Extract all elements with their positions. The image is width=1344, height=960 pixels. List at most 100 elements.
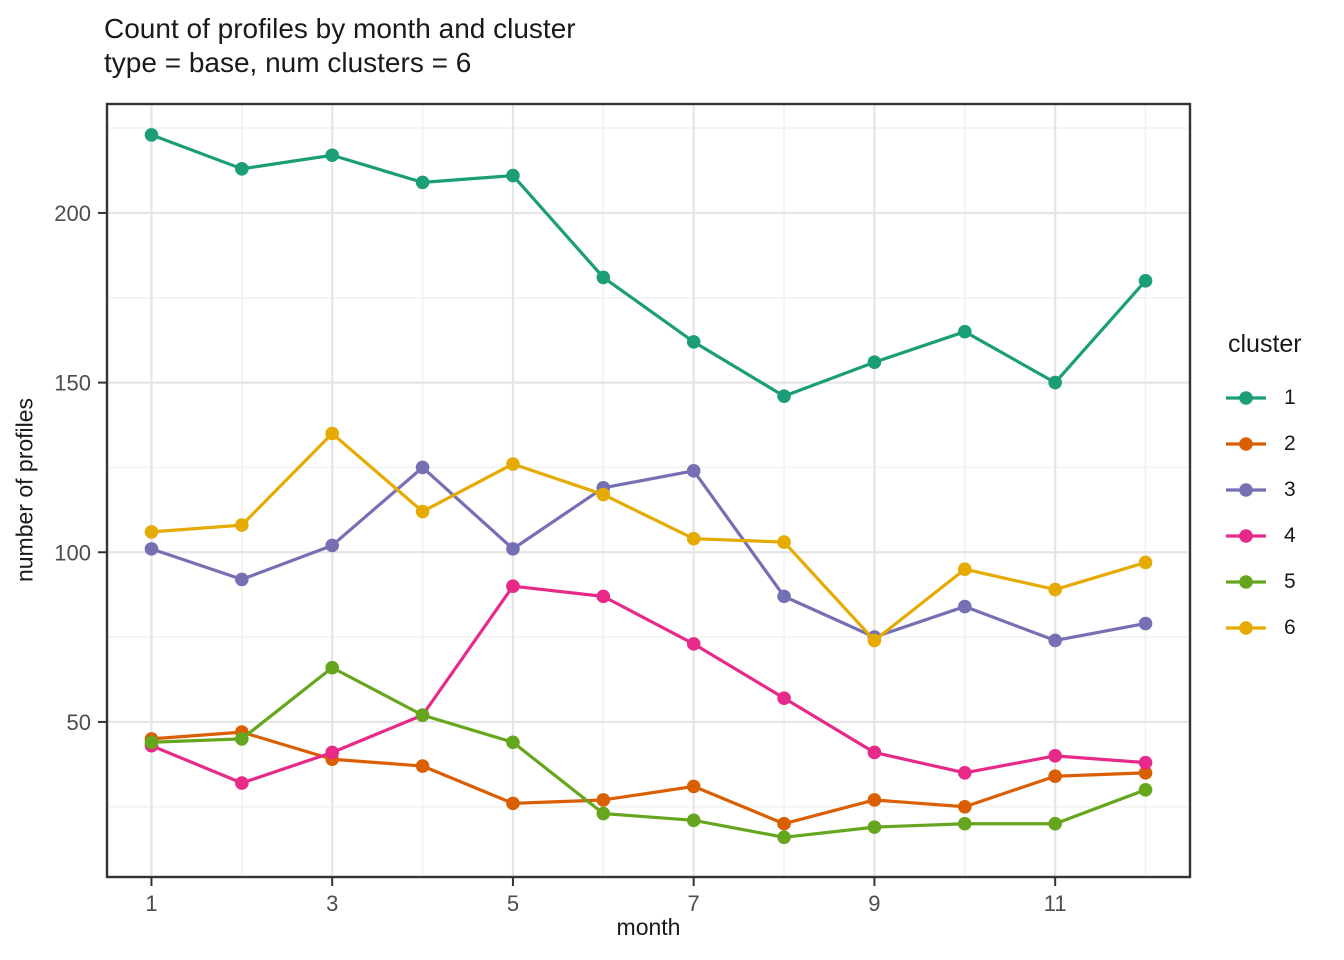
data-point-cluster-5-month-4 <box>415 708 430 722</box>
data-point-cluster-3-month-2 <box>235 572 249 587</box>
y-axis-title: number of profiles <box>11 397 38 583</box>
data-point-cluster-2-month-5 <box>506 796 520 811</box>
legend-item-cluster-1: 1 <box>1224 375 1302 421</box>
data-point-cluster-1-month-6 <box>596 270 611 285</box>
data-point-cluster-4-month-9 <box>867 745 882 760</box>
data-point-cluster-6-month-7 <box>686 531 701 546</box>
data-point-cluster-5-month-1 <box>144 735 159 750</box>
legend-label-cluster-3: 3 <box>1284 478 1296 501</box>
data-point-cluster-6-month-4 <box>415 504 430 519</box>
y-tick-label: 200 <box>54 201 91 226</box>
data-point-cluster-1-month-4 <box>415 175 430 190</box>
data-point-cluster-6-month-3 <box>325 426 340 441</box>
legend-key-cluster-2 <box>1226 437 1266 451</box>
data-point-cluster-6-month-10 <box>957 562 972 577</box>
data-point-cluster-5-month-7 <box>686 813 701 828</box>
data-point-cluster-1-month-10 <box>957 324 972 339</box>
data-point-cluster-1-month-1 <box>144 128 159 142</box>
data-point-cluster-2-month-9 <box>867 793 882 807</box>
legend-item-cluster-5: 5 <box>1224 559 1302 605</box>
data-point-cluster-5-month-9 <box>867 820 882 834</box>
data-point-cluster-3-month-8 <box>777 589 791 604</box>
chart-subtitle: type = base, num clusters = 6 <box>104 47 472 78</box>
data-point-cluster-4-month-12 <box>1138 755 1153 770</box>
data-point-cluster-6-month-12 <box>1138 555 1153 570</box>
legend-label-cluster-1: 1 <box>1284 386 1296 409</box>
data-point-cluster-3-month-4 <box>415 460 430 475</box>
data-point-cluster-3-month-3 <box>325 538 340 553</box>
legend-item-cluster-2: 2 <box>1224 421 1302 467</box>
data-point-cluster-4-month-5 <box>506 579 520 593</box>
data-point-cluster-4-month-3 <box>325 745 340 760</box>
data-point-cluster-3-month-11 <box>1048 633 1062 648</box>
series-line-cluster-2 <box>151 730 1146 826</box>
x-axis-title: month <box>616 914 681 940</box>
legend: cluster 1 2 3 4 5 6 <box>1224 330 1302 651</box>
data-point-cluster-1-month-7 <box>686 335 701 349</box>
data-point-cluster-2-month-6 <box>596 793 611 807</box>
data-point-cluster-6-month-11 <box>1048 582 1062 597</box>
data-point-cluster-1-month-9 <box>867 355 882 370</box>
series-cluster-6 <box>144 426 1153 648</box>
legend-item-cluster-4: 4 <box>1224 513 1302 559</box>
chart-title: Count of profiles by month and cluster <box>104 13 576 44</box>
data-point-cluster-5-month-8 <box>777 830 791 845</box>
data-point-cluster-1-month-3 <box>325 148 340 163</box>
data-point-cluster-5-month-5 <box>506 735 520 750</box>
data-point-cluster-3-month-5 <box>506 542 520 556</box>
x-tick-label: 9 <box>868 891 880 916</box>
panel-border <box>105 102 1192 879</box>
panel-background <box>107 104 1190 877</box>
data-point-cluster-3-month-7 <box>686 464 701 478</box>
legend-key-cluster-3 <box>1226 483 1266 497</box>
y-tick-label: 150 <box>54 371 91 396</box>
legend-title: cluster <box>1228 330 1302 358</box>
x-tick-label: 11 <box>1044 891 1067 916</box>
x-tick-label: 7 <box>688 891 700 916</box>
legend-item-cluster-3: 3 <box>1224 467 1302 513</box>
data-point-cluster-5-month-3 <box>325 660 340 675</box>
legend-key-cluster-6 <box>1226 621 1266 635</box>
legend-label-cluster-6: 6 <box>1284 616 1296 639</box>
chart-title-block: Count of profiles by month and cluster t… <box>104 12 576 80</box>
legend-key-cluster-1 <box>1226 391 1266 405</box>
series-line-cluster-1 <box>150 133 1147 398</box>
data-point-cluster-1-month-11 <box>1048 375 1062 390</box>
x-tick-label: 3 <box>326 891 338 916</box>
data-point-cluster-4-month-8 <box>777 691 791 705</box>
series-line-cluster-5 <box>151 666 1147 839</box>
legend-key-cluster-4 <box>1226 529 1266 543</box>
legend-key-point <box>1239 391 1253 405</box>
data-point-cluster-4-month-6 <box>596 589 611 604</box>
data-point-cluster-3-month-1 <box>144 542 159 556</box>
data-point-cluster-2-month-12 <box>1138 766 1153 780</box>
legend-label-cluster-5: 5 <box>1284 570 1296 593</box>
legend-item-cluster-6: 6 <box>1224 605 1302 651</box>
legend-label-cluster-2: 2 <box>1284 432 1296 455</box>
data-point-cluster-2-month-10 <box>957 799 972 814</box>
data-point-cluster-6-month-8 <box>777 535 791 549</box>
series-line-cluster-4 <box>150 584 1146 785</box>
legend-label-cluster-4: 4 <box>1284 524 1296 547</box>
data-point-cluster-1-month-5 <box>506 168 520 183</box>
data-point-cluster-1-month-2 <box>235 162 249 176</box>
legend-key-point <box>1239 621 1253 635</box>
data-point-cluster-2-month-11 <box>1048 769 1062 784</box>
series-line-cluster-3 <box>150 465 1146 643</box>
series-cluster-1 <box>144 128 1153 403</box>
data-point-cluster-4-month-10 <box>957 766 972 780</box>
y-tick-label: 100 <box>54 540 91 565</box>
data-point-cluster-4-month-2 <box>235 776 249 790</box>
data-point-cluster-4-month-11 <box>1048 749 1062 763</box>
data-point-cluster-2-month-8 <box>777 816 791 831</box>
data-point-cluster-1-month-12 <box>1138 273 1153 288</box>
data-point-cluster-5-month-11 <box>1048 816 1062 831</box>
legend-key-point <box>1239 575 1253 589</box>
data-point-cluster-6-month-2 <box>235 518 249 532</box>
data-point-cluster-5-month-6 <box>596 806 611 821</box>
data-point-cluster-4-month-7 <box>686 637 701 651</box>
data-point-cluster-5-month-2 <box>235 732 249 746</box>
y-tick-label: 50 <box>67 710 91 735</box>
data-point-cluster-2-month-4 <box>415 759 430 773</box>
x-tick-label: 5 <box>507 891 519 916</box>
